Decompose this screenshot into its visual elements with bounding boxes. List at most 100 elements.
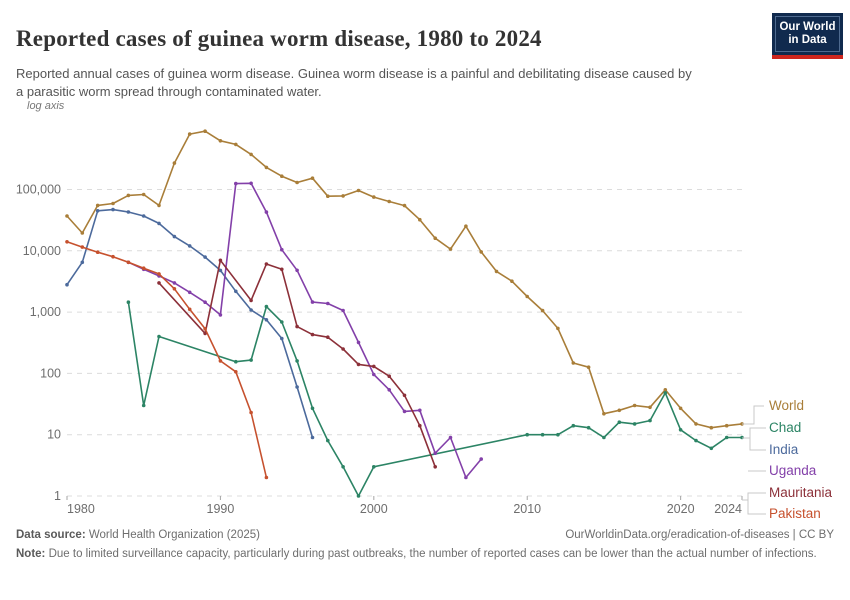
data-point[interactable] [648, 405, 652, 410]
data-point[interactable] [65, 240, 69, 244]
data-point[interactable] [341, 347, 345, 351]
data-point[interactable] [372, 364, 376, 369]
data-point[interactable] [280, 247, 284, 252]
data-point[interactable] [157, 281, 161, 285]
data-point[interactable] [556, 432, 560, 437]
data-point[interactable] [372, 465, 376, 469]
data-point[interactable] [187, 244, 192, 248]
legend-item-chad[interactable]: Chad [769, 420, 802, 435]
data-point[interactable] [295, 268, 299, 273]
data-point[interactable] [433, 236, 438, 240]
data-point[interactable] [694, 438, 698, 443]
data-point[interactable] [326, 438, 330, 443]
series-line[interactable] [127, 182, 482, 479]
data-point[interactable] [280, 320, 284, 324]
data-point[interactable] [157, 203, 161, 208]
data-point[interactable] [157, 221, 161, 226]
data-point[interactable] [663, 388, 668, 392]
data-point[interactable] [632, 403, 637, 408]
data-point[interactable] [724, 423, 729, 428]
data-point[interactable] [280, 267, 284, 272]
data-point[interactable] [157, 334, 161, 339]
data-point[interactable] [65, 214, 69, 218]
data-point[interactable] [372, 195, 376, 199]
data-point[interactable] [709, 425, 714, 430]
data-point[interactable] [310, 300, 315, 304]
data-point[interactable] [341, 465, 345, 469]
attribution-link[interactable]: OurWorldinData.org/eradication-of-diseas… [565, 529, 834, 541]
data-point[interactable] [203, 300, 207, 305]
series-uganda[interactable] [126, 181, 484, 480]
series-world[interactable] [65, 129, 744, 430]
data-point[interactable] [356, 494, 361, 498]
data-point[interactable] [295, 385, 299, 389]
series-india[interactable] [65, 207, 315, 440]
data-point[interactable] [203, 255, 207, 259]
data-point[interactable] [356, 340, 361, 345]
data-point[interactable] [326, 335, 330, 340]
data-point[interactable] [525, 432, 529, 437]
data-point[interactable] [387, 199, 392, 204]
data-point[interactable] [126, 210, 131, 214]
data-point[interactable] [264, 304, 269, 309]
data-point[interactable] [141, 403, 146, 408]
data-point[interactable] [157, 272, 161, 276]
data-point[interactable] [234, 142, 238, 147]
data-point[interactable] [95, 250, 100, 254]
data-point[interactable] [586, 425, 591, 430]
data-point[interactable] [234, 181, 238, 186]
data-point[interactable] [95, 203, 100, 208]
data-point[interactable] [249, 410, 253, 415]
data-point[interactable] [218, 139, 223, 143]
data-point[interactable] [264, 210, 269, 214]
data-point[interactable] [203, 327, 207, 331]
data-point[interactable] [694, 422, 698, 426]
data-point[interactable] [617, 420, 622, 425]
data-point[interactable] [264, 165, 269, 170]
data-point[interactable] [111, 207, 115, 212]
data-point[interactable] [249, 152, 253, 157]
data-point[interactable] [141, 266, 146, 271]
series-line[interactable] [66, 241, 268, 479]
data-point[interactable] [356, 362, 361, 367]
data-point[interactable] [709, 446, 714, 451]
data-point[interactable] [724, 435, 729, 440]
legend-item-mauritania[interactable]: Mauritania [769, 485, 833, 500]
data-point[interactable] [418, 423, 422, 428]
data-point[interactable] [95, 209, 100, 213]
owid-logo[interactable]: Our World in Data [772, 13, 843, 59]
data-point[interactable] [295, 359, 299, 363]
data-point[interactable] [464, 475, 468, 480]
data-point[interactable] [264, 475, 269, 480]
data-point[interactable] [540, 308, 545, 313]
series-chad[interactable] [126, 300, 744, 498]
data-point[interactable] [264, 318, 269, 322]
data-point[interactable] [280, 174, 284, 178]
data-point[interactable] [448, 247, 453, 251]
data-point[interactable] [141, 192, 146, 197]
data-point[interactable] [678, 428, 683, 432]
data-point[interactable] [295, 324, 299, 329]
data-point[interactable] [372, 372, 376, 377]
data-point[interactable] [418, 408, 422, 413]
data-point[interactable] [234, 289, 238, 294]
data-point[interactable] [678, 406, 683, 411]
series-line[interactable] [127, 301, 743, 497]
data-point[interactable] [402, 393, 407, 398]
data-point[interactable] [234, 370, 238, 374]
legend-item-uganda[interactable]: Uganda [769, 463, 817, 478]
data-point[interactable] [433, 465, 438, 469]
legend-item-world[interactable]: World [769, 398, 805, 413]
data-point[interactable] [448, 435, 453, 440]
data-point[interactable] [111, 254, 115, 259]
data-point[interactable] [617, 408, 622, 413]
data-point[interactable] [126, 193, 131, 198]
data-point[interactable] [341, 194, 345, 198]
legend-item-india[interactable]: India [769, 442, 799, 457]
data-point[interactable] [172, 234, 177, 239]
data-point[interactable] [387, 374, 392, 379]
data-point[interactable] [310, 176, 315, 180]
data-point[interactable] [418, 217, 422, 222]
data-point[interactable] [326, 194, 330, 198]
data-point[interactable] [464, 224, 468, 228]
